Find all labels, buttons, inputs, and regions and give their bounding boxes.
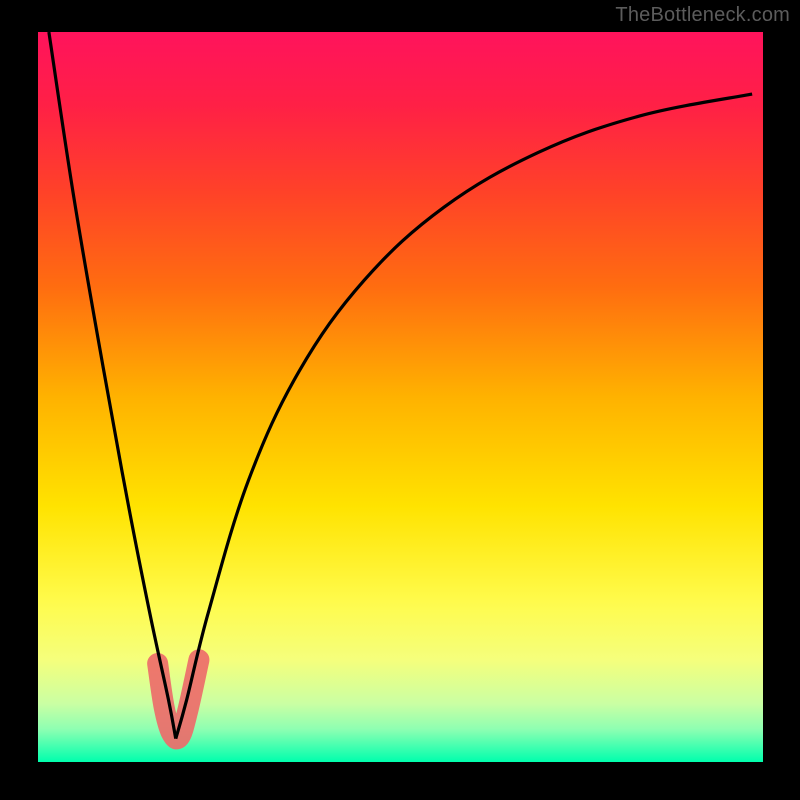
plot-area <box>38 32 763 762</box>
curve-layer <box>38 32 763 762</box>
watermark-text: TheBottleneck.com <box>615 4 790 27</box>
right-branch-curve <box>176 94 752 739</box>
left-branch-curve <box>49 32 176 739</box>
chart-root: TheBottleneck.com <box>0 0 800 800</box>
